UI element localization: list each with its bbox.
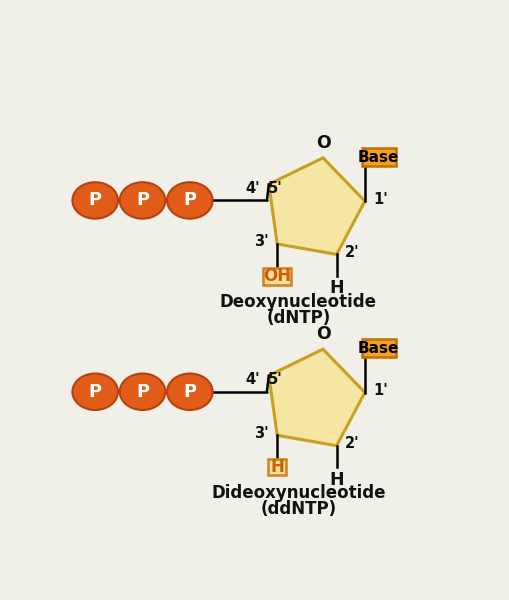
- Polygon shape: [269, 158, 365, 254]
- Text: 2': 2': [345, 245, 360, 260]
- Ellipse shape: [72, 182, 118, 218]
- Text: 1': 1': [374, 383, 388, 398]
- Text: (dNTP): (dNTP): [266, 309, 330, 327]
- Text: Dideoxynucleotide: Dideoxynucleotide: [211, 484, 386, 502]
- FancyBboxPatch shape: [362, 339, 395, 358]
- Text: P: P: [136, 383, 149, 401]
- Text: 4': 4': [245, 181, 260, 196]
- Text: 5': 5': [268, 181, 283, 196]
- Ellipse shape: [120, 182, 165, 218]
- Text: P: P: [183, 383, 196, 401]
- Text: P: P: [183, 191, 196, 209]
- Text: 2': 2': [345, 436, 360, 451]
- Text: 1': 1': [374, 192, 388, 207]
- Text: H: H: [270, 458, 284, 476]
- Text: P: P: [89, 383, 102, 401]
- Text: P: P: [89, 191, 102, 209]
- Text: 3': 3': [254, 426, 269, 441]
- Text: O: O: [316, 134, 330, 152]
- Text: H: H: [329, 470, 344, 488]
- Ellipse shape: [167, 182, 213, 218]
- Ellipse shape: [120, 374, 165, 410]
- Text: (ddNTP): (ddNTP): [260, 500, 336, 518]
- Text: O: O: [316, 325, 330, 343]
- FancyBboxPatch shape: [268, 459, 286, 475]
- FancyBboxPatch shape: [263, 268, 291, 285]
- Ellipse shape: [72, 374, 118, 410]
- Text: H: H: [329, 279, 344, 297]
- Text: Deoxynucleotide: Deoxynucleotide: [220, 293, 377, 311]
- Text: P: P: [136, 191, 149, 209]
- Text: 3': 3': [254, 235, 269, 250]
- Polygon shape: [269, 349, 365, 446]
- Ellipse shape: [167, 374, 213, 410]
- Text: 5': 5': [268, 372, 283, 387]
- Text: Base: Base: [358, 149, 400, 164]
- FancyBboxPatch shape: [362, 148, 395, 166]
- Text: Base: Base: [358, 341, 400, 356]
- Text: OH: OH: [263, 267, 291, 285]
- Text: 4': 4': [245, 372, 260, 387]
